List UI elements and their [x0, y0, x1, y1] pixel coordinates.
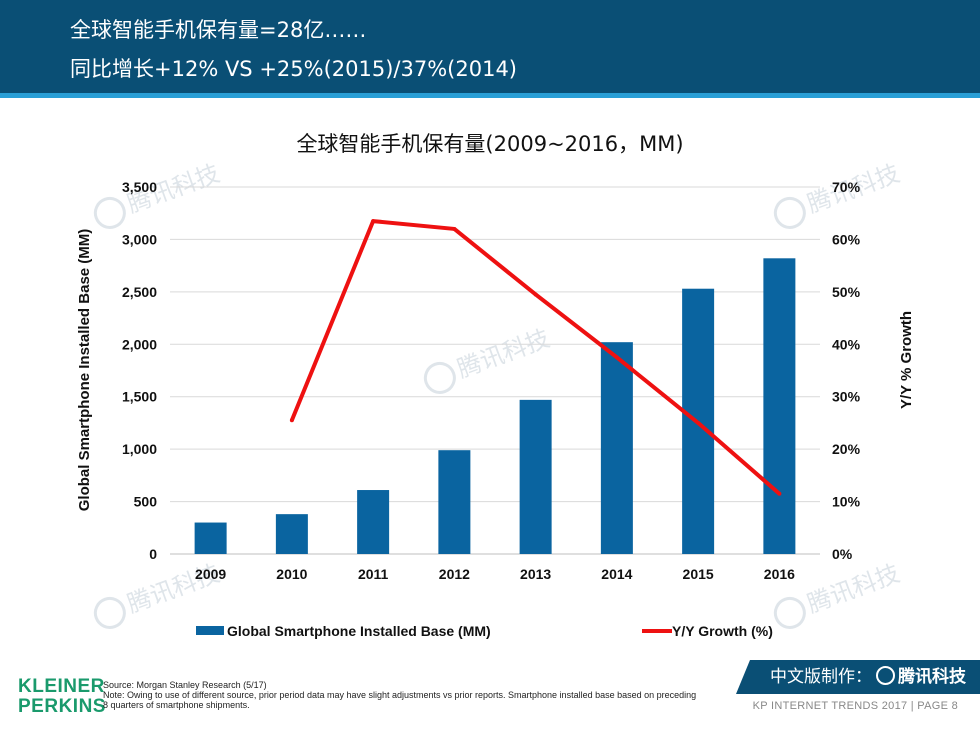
slide-title-line-2: 同比增长+12% VS +25%(2015)/37%(2014) — [70, 57, 517, 81]
bar — [763, 258, 796, 554]
bar — [600, 342, 633, 554]
bar — [357, 490, 390, 554]
growth-point — [452, 226, 457, 231]
source-note: Source: Morgan Stanley Research (5/17) N… — [103, 680, 703, 710]
tencent-logo-icon — [876, 666, 895, 685]
y-left-tick-label: 3,500 — [122, 179, 157, 195]
x-tick-label: 2015 — [683, 566, 714, 582]
bar — [519, 399, 552, 554]
x-tick-label: 2009 — [195, 566, 226, 582]
slide-title-line-1: 全球智能手机保有量=28亿…… — [70, 18, 367, 42]
y-right-tick-label: 60% — [832, 231, 861, 247]
y-right-axis-title: Y/Y % Growth — [898, 311, 915, 409]
y-right-tick-label: 10% — [832, 494, 861, 510]
header-bar — [0, 0, 980, 93]
y-right-tick-label: 20% — [832, 441, 861, 457]
x-tick-label: 2013 — [520, 566, 551, 582]
y-left-tick-label: 500 — [134, 494, 158, 510]
y-right-tick-label: 70% — [832, 179, 861, 195]
bar — [194, 522, 227, 554]
legend-line-swatch — [642, 629, 672, 633]
source-line: Source: Morgan Stanley Research (5/17) — [103, 680, 267, 690]
y-left-tick-label: 1,500 — [122, 389, 157, 405]
y-left-tick-label: 1,000 — [122, 441, 157, 457]
legend-bar: Global Smartphone Installed Base (MM) — [196, 623, 491, 639]
legend-line-label: Y/Y Growth (%) — [672, 623, 773, 639]
bar — [438, 450, 471, 554]
note-line: Note: Owing to use of different source, … — [103, 690, 697, 710]
growth-point — [696, 420, 701, 425]
x-tick-label: 2011 — [358, 566, 389, 582]
bar — [275, 514, 308, 554]
growth-point — [777, 491, 782, 496]
legend-bar-swatch — [196, 626, 224, 635]
x-tick-label: 2016 — [764, 566, 795, 582]
y-left-tick-label: 3,000 — [122, 231, 157, 247]
kleiner-perkins-logo: KLEINER PERKINS — [18, 676, 106, 717]
y-left-tick-label: 2,500 — [122, 284, 157, 300]
y-right-tick-label: 0% — [832, 546, 853, 562]
chart-title: 全球智能手机保有量(2009~2016，MM) — [296, 132, 684, 156]
growth-point — [614, 355, 619, 360]
growth-point — [371, 219, 376, 224]
y-right-tick-label: 30% — [832, 389, 861, 405]
x-tick-label: 2012 — [439, 566, 470, 582]
x-tick-label: 2010 — [276, 566, 307, 582]
y-left-axis-title: Global Smartphone Installed Base (MM) — [76, 229, 93, 512]
y-right-tick-label: 50% — [832, 284, 861, 300]
growth-point — [533, 292, 538, 297]
legend-bar-label: Global Smartphone Installed Base (MM) — [227, 623, 491, 639]
x-tick-label: 2014 — [601, 566, 632, 582]
tencent-badge: 中文版制作： 腾讯科技 — [736, 660, 980, 694]
y-left-tick-label: 0 — [149, 546, 157, 562]
y-right-tick-label: 40% — [832, 336, 861, 352]
y-left-tick-label: 2,000 — [122, 336, 157, 352]
growth-point — [289, 418, 294, 423]
header-accent-line — [0, 93, 980, 98]
page-footer: KP INTERNET TRENDS 2017 | PAGE 8 — [752, 700, 958, 712]
legend-line: Y/Y Growth (%) — [642, 623, 773, 639]
